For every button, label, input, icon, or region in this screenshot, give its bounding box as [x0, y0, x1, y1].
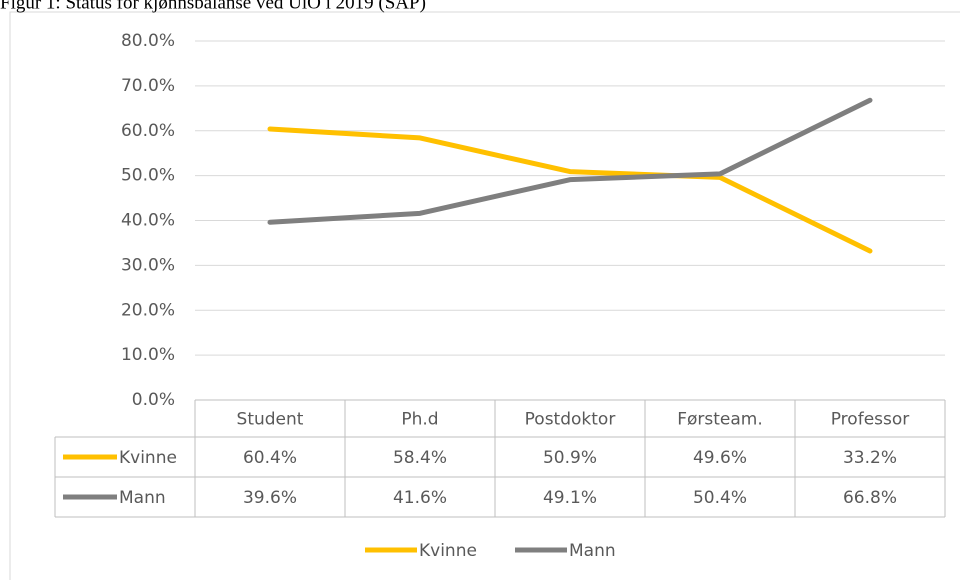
data-label: 49.6% — [693, 448, 747, 468]
chart-frame — [9, 11, 960, 580]
x-tick-label: Førsteam. — [677, 410, 763, 430]
y-tick-label: 70.0% — [121, 76, 175, 96]
line — [267, 126, 873, 254]
legend-label: Mann — [569, 541, 616, 561]
x-tick-label: Professor — [831, 410, 910, 430]
legend-label: Kvinne — [419, 541, 477, 561]
data-label: 58.4% — [393, 448, 447, 468]
y-tick-label: 80.0% — [121, 31, 175, 51]
y-tick-label: 60.0% — [121, 121, 175, 141]
y-tick-label: 10.0% — [121, 345, 175, 365]
data-label: 33.2% — [843, 448, 897, 468]
y-tick-label: 40.0% — [121, 211, 175, 231]
data-label: 66.8% — [843, 488, 897, 508]
y-tick-label: 0.0% — [132, 390, 175, 410]
data-label: 41.6% — [393, 488, 447, 508]
y-tick-label: 50.0% — [121, 166, 175, 186]
y-tick-label: 30.0% — [121, 255, 175, 275]
y-tick-label: 20.0% — [121, 300, 175, 320]
x-tick-label: Student — [237, 410, 304, 430]
data-label: 50.9% — [543, 448, 597, 468]
table-row-label: Mann — [119, 488, 166, 508]
data-label: 50.4% — [693, 488, 747, 508]
chart-title: Figur 1: Status for kjønnsbalanse ved Ui… — [0, 0, 426, 13]
x-tick-label: Ph.d — [401, 410, 438, 430]
line — [267, 97, 873, 225]
data-label: 60.4% — [243, 448, 297, 468]
data-label: 49.1% — [543, 488, 597, 508]
data-label: 39.6% — [243, 488, 297, 508]
table-row-label: Kvinne — [119, 448, 177, 468]
x-tick-label: Postdoktor — [525, 410, 616, 430]
